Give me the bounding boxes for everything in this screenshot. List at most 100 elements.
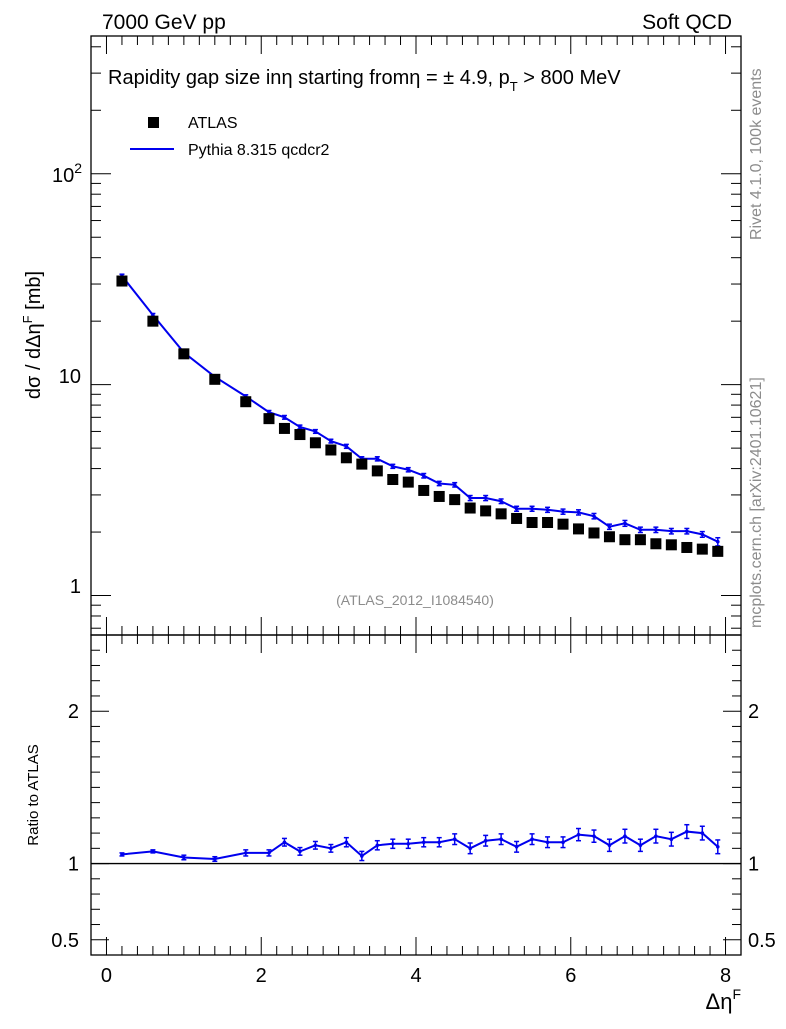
data-marks (91, 273, 741, 865)
header-category: Soft QCD (642, 11, 732, 34)
atlas-point (209, 373, 221, 385)
ytick-label-10: 10 (59, 366, 81, 388)
ratio-point (452, 837, 457, 841)
atlas-point (634, 534, 646, 546)
ratio-point (213, 857, 217, 861)
atlas-point (116, 275, 128, 287)
ratio-point (243, 851, 248, 855)
pythia-point (406, 467, 411, 472)
pythia-point (638, 527, 643, 532)
atlas-point (511, 512, 523, 524)
pythia-point (685, 529, 689, 533)
pythia-point (514, 506, 519, 511)
ratio-point (592, 834, 596, 838)
pythia-point (421, 473, 426, 478)
xtick-label: 4 (410, 965, 421, 987)
side-source-label: mcplots.cern.ch [arXiv:2401.10621] (748, 377, 765, 628)
atlas-point (557, 518, 569, 530)
ratio-point (514, 845, 519, 849)
atlas-point (449, 494, 461, 506)
atlas-point (696, 543, 708, 555)
atlas-point (387, 474, 399, 486)
atlas-point (278, 422, 290, 434)
ratio-ytick-label-left: 1 (68, 854, 79, 876)
ratio-point (267, 851, 271, 855)
pythia-point (715, 539, 720, 544)
atlas-point (147, 315, 159, 327)
ratio-ytick-label-right: 0.5 (748, 930, 776, 952)
ratio-point (576, 832, 581, 837)
pythia-point (282, 415, 287, 420)
xtick-label: 0 (101, 965, 112, 987)
ytick-label-100: 102 (52, 160, 82, 187)
ratio-point (182, 855, 186, 860)
atlas-point (542, 517, 554, 529)
ratio-point (700, 831, 705, 835)
atlas-point (495, 508, 507, 520)
atlas-point (325, 444, 337, 456)
pythia-point (468, 496, 472, 500)
ratio-point (638, 843, 643, 848)
pythia-point (437, 481, 442, 486)
pythia-point (344, 444, 349, 449)
pythia-point (499, 499, 503, 504)
atlas-point (240, 396, 252, 408)
ratio-point (390, 841, 395, 846)
ratio-point (421, 840, 426, 845)
atlas-point (526, 517, 538, 529)
main-y-axis-label: dσ / dΔηF [mb] (20, 271, 45, 399)
pythia-point (561, 509, 565, 514)
ratio-point (607, 843, 612, 848)
pythia-point (267, 410, 271, 415)
ratio-point (499, 837, 503, 841)
pythia-point (452, 483, 457, 487)
atlas-point (588, 527, 600, 539)
ratio-point (654, 834, 658, 838)
ratio-point (151, 849, 155, 854)
axis-ticks: 0 2 4 6 8 0.5 0.5 1 1 2 2 (51, 36, 776, 987)
pythia-point (390, 464, 395, 469)
atlas-point (340, 452, 352, 464)
x-axis-label: ΔηF (706, 986, 742, 1014)
ratio-point (375, 843, 380, 848)
atlas-point (263, 413, 275, 425)
atlas-point (480, 505, 492, 517)
ratio-point (437, 840, 442, 845)
atlas-point (418, 484, 430, 496)
ratio-point (483, 838, 488, 843)
ratio-point (468, 846, 472, 851)
atlas-point (356, 458, 368, 470)
ratio-point (530, 837, 534, 841)
pythia-point (298, 425, 302, 429)
pythia-point (375, 457, 380, 461)
pythia-point (654, 527, 658, 532)
pythia-point (545, 508, 550, 512)
ratio-ytick-label-left: 0.5 (51, 930, 79, 952)
atlas-point (603, 531, 615, 543)
ratio-point (623, 834, 627, 838)
atlas-point (619, 534, 631, 546)
legend-atlas-label: ATLAS (188, 115, 238, 132)
ratio-point (561, 840, 565, 845)
ratio-point (120, 852, 124, 857)
legend-atlas-marker (148, 117, 159, 128)
ytick-label-1: 1 (70, 576, 81, 598)
ratio-ytick-label-left: 2 (68, 701, 79, 723)
atlas-point (294, 429, 306, 441)
legend-pythia-label: Pythia 8.315 qcdcr2 (188, 142, 330, 159)
analysis-reference: (ATLAS_2012_I1084540) (336, 592, 494, 608)
ratio-point (298, 849, 302, 854)
atlas-point (573, 523, 584, 535)
ratio-point (715, 845, 720, 849)
pythia-point (329, 439, 333, 443)
atlas-point (464, 502, 476, 514)
atlas-point (309, 437, 321, 449)
atlas-point (665, 539, 677, 551)
pythia-point (669, 529, 674, 533)
ratio-y-axis-label: Ratio to ATLAS (25, 744, 42, 845)
atlas-point (650, 538, 662, 550)
pythia-point (700, 532, 705, 537)
ratio-point (360, 854, 364, 858)
